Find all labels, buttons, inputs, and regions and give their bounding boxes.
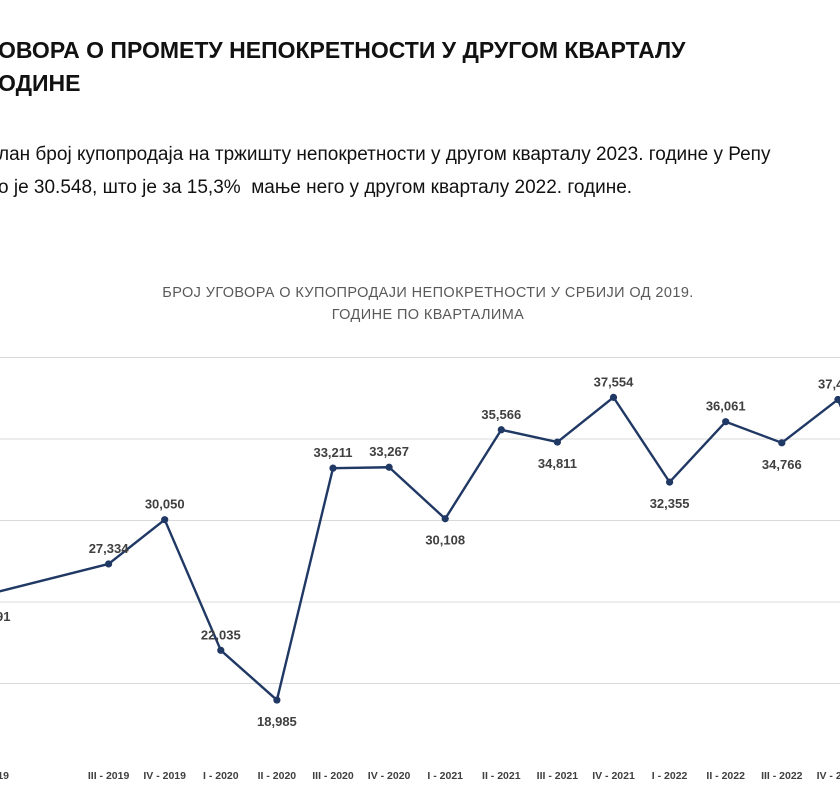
data-point bbox=[497, 426, 505, 434]
x-tick-label: I - 2020 bbox=[203, 770, 239, 782]
gridlines bbox=[0, 357, 840, 684]
x-tick-label: I - 2022 bbox=[652, 770, 688, 782]
data-label: 22,035 bbox=[201, 627, 241, 642]
data-point bbox=[161, 516, 169, 524]
data-label: 33,267 bbox=[369, 444, 409, 459]
data-label: 91 bbox=[0, 609, 10, 624]
document-title: ОВОРА О ПРОМЕТУ НЕПОКРЕТНОСТИ У ДРУГОМ К… bbox=[0, 37, 686, 96]
x-tick-label: I - 2021 bbox=[427, 770, 463, 782]
data-label: 32,355 bbox=[650, 496, 690, 511]
x-tick-label: IV - 2022 bbox=[817, 770, 840, 782]
x-tick-label: II - 2020 bbox=[258, 770, 297, 782]
data-points bbox=[105, 393, 840, 704]
x-tick-label: III - 2021 bbox=[537, 770, 579, 782]
document-paragraph: лан број купопродаја на тржишту непокрет… bbox=[0, 144, 771, 198]
data-point bbox=[722, 418, 730, 426]
x-tick-label: IV - 2020 bbox=[368, 770, 411, 782]
x-tick-label: IV - 2019 bbox=[143, 770, 186, 782]
x-tick-label: II - 2021 bbox=[482, 770, 521, 782]
data-label: 30,050 bbox=[145, 497, 185, 512]
data-point bbox=[834, 395, 840, 404]
data-labels: 91 27,334 30,050 22,035 18,985 33,211 33,267 30… bbox=[0, 374, 840, 729]
data-label: 35,566 bbox=[481, 407, 521, 422]
data-label: 27,334 bbox=[89, 541, 130, 556]
data-point bbox=[105, 560, 113, 568]
data-point bbox=[666, 478, 674, 486]
data-label: 36,061 bbox=[706, 399, 746, 414]
x-tick-label: 19 bbox=[0, 770, 9, 782]
data-point bbox=[273, 696, 281, 704]
data-point bbox=[778, 439, 786, 447]
chart-title: БРОЈ УГОВОРА О КУПОПРОДАЈИ НЕПОКРЕТНОСТИ… bbox=[162, 285, 694, 323]
x-axis-tick-labels: 19 III - 2019 IV - 2019 I - 2020 II - 2020 II… bbox=[0, 770, 840, 782]
data-label: 33,211 bbox=[313, 445, 352, 460]
data-label: 18,985 bbox=[257, 714, 297, 729]
data-point bbox=[217, 646, 225, 654]
data-point bbox=[329, 464, 337, 472]
data-label: 37,422 bbox=[818, 377, 840, 392]
x-tick-label: III - 2020 bbox=[312, 770, 354, 782]
data-label: 37,554 bbox=[594, 374, 635, 389]
x-tick-label: IV - 2021 bbox=[592, 770, 635, 782]
x-tick-label: III - 2022 bbox=[761, 770, 803, 782]
data-point bbox=[553, 438, 562, 446]
data-point bbox=[441, 515, 449, 523]
data-label: 34,766 bbox=[762, 457, 802, 472]
data-point bbox=[385, 463, 393, 471]
x-tick-label: II - 2022 bbox=[706, 770, 745, 782]
data-point bbox=[609, 393, 618, 401]
data-label: 34,811 bbox=[538, 456, 577, 471]
data-label: 30,108 bbox=[425, 533, 465, 548]
x-tick-label: III - 2019 bbox=[88, 770, 130, 782]
